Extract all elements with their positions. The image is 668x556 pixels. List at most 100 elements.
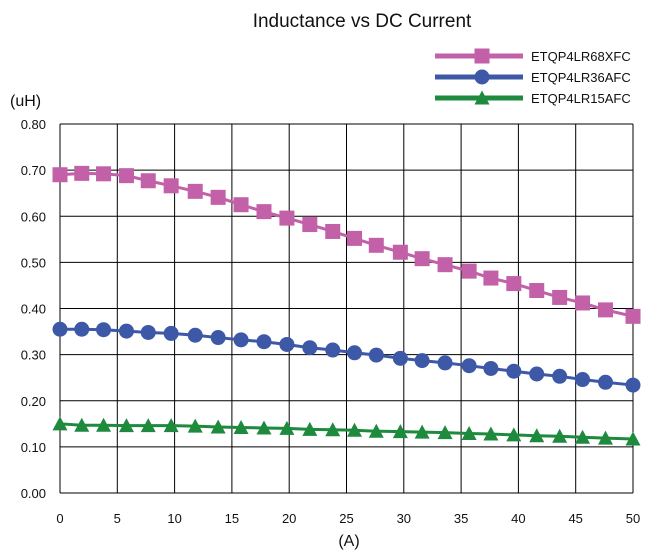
data-point bbox=[118, 323, 134, 339]
data-point bbox=[506, 363, 522, 379]
y-tick-label: 0.60 bbox=[21, 209, 46, 224]
data-point bbox=[74, 417, 90, 432]
x-tick-label: 5 bbox=[114, 511, 121, 526]
data-point bbox=[140, 173, 156, 189]
data-point bbox=[325, 223, 341, 239]
data-point bbox=[52, 167, 68, 183]
data-point bbox=[74, 321, 90, 337]
data-point bbox=[325, 342, 341, 358]
data-point bbox=[187, 327, 203, 343]
series-ETQP4LR36AFC bbox=[52, 321, 641, 393]
data-point bbox=[52, 321, 68, 337]
x-tick-label: 0 bbox=[56, 511, 63, 526]
x-axis-label: (A) bbox=[338, 533, 359, 550]
data-point bbox=[52, 416, 68, 431]
data-point bbox=[163, 418, 179, 433]
legend-label: ETQP4LR36AFC bbox=[531, 70, 631, 85]
data-point bbox=[210, 330, 226, 346]
data-point bbox=[461, 358, 477, 374]
data-point bbox=[233, 420, 249, 435]
data-point bbox=[210, 189, 226, 205]
x-tick-label: 30 bbox=[397, 511, 411, 526]
data-point bbox=[437, 425, 453, 440]
data-point bbox=[279, 210, 295, 226]
data-point bbox=[163, 325, 179, 341]
y-tick-label: 0.10 bbox=[21, 440, 46, 455]
data-point bbox=[96, 166, 112, 182]
data-point bbox=[483, 270, 499, 286]
x-tick-label: 25 bbox=[339, 511, 353, 526]
x-tick-label: 50 bbox=[626, 511, 640, 526]
y-tick-label: 0.80 bbox=[21, 117, 46, 132]
y-tick-label: 0.50 bbox=[21, 255, 46, 270]
data-point bbox=[368, 347, 384, 363]
data-point bbox=[575, 295, 591, 311]
legend-entry: ETQP4LR36AFC bbox=[435, 69, 631, 85]
data-point bbox=[529, 283, 545, 299]
x-tick-label: 10 bbox=[167, 511, 181, 526]
y-axis-label: (uH) bbox=[10, 93, 41, 110]
data-point bbox=[347, 345, 363, 361]
data-point bbox=[529, 366, 545, 382]
data-point bbox=[74, 165, 90, 181]
data-point bbox=[140, 418, 156, 433]
data-point bbox=[118, 168, 134, 184]
data-point bbox=[256, 204, 272, 220]
y-tick-label: 0.20 bbox=[21, 394, 46, 409]
data-point bbox=[414, 424, 430, 439]
chart-title: Inductance vs DC Current bbox=[253, 11, 472, 32]
x-tick-label: 35 bbox=[454, 511, 468, 526]
legend-marker bbox=[474, 90, 490, 105]
data-point bbox=[368, 423, 384, 438]
data-point bbox=[347, 230, 363, 246]
data-point bbox=[597, 302, 613, 318]
series-ETQP4LR68XFC bbox=[52, 165, 641, 324]
y-tick-label: 0.40 bbox=[21, 302, 46, 317]
data-point bbox=[483, 426, 499, 441]
data-point bbox=[597, 430, 613, 445]
data-point bbox=[187, 183, 203, 199]
data-point bbox=[347, 422, 363, 437]
data-point bbox=[552, 368, 568, 384]
data-point bbox=[233, 332, 249, 348]
data-point bbox=[140, 324, 156, 340]
data-point bbox=[302, 421, 318, 436]
data-point bbox=[187, 418, 203, 433]
legend-marker bbox=[474, 69, 490, 85]
data-point bbox=[529, 428, 545, 443]
data-point bbox=[506, 276, 522, 292]
y-tick-label: 0.30 bbox=[21, 348, 46, 363]
data-point bbox=[461, 425, 477, 440]
data-point bbox=[302, 217, 318, 233]
data-point bbox=[575, 429, 591, 444]
data-point bbox=[506, 427, 522, 442]
data-point bbox=[483, 360, 499, 376]
data-point bbox=[552, 289, 568, 305]
legend: ETQP4LR68XFC ETQP4LR36AFC ETQP4LR15AFC bbox=[435, 48, 631, 106]
data-point bbox=[368, 237, 384, 253]
data-point bbox=[325, 422, 341, 437]
data-point bbox=[233, 197, 249, 213]
y-tick-label: 0.00 bbox=[21, 486, 46, 501]
data-point bbox=[625, 431, 641, 446]
data-point bbox=[392, 424, 408, 439]
data-point bbox=[96, 417, 112, 432]
data-point bbox=[414, 251, 430, 267]
data-point bbox=[210, 419, 226, 434]
series-lines bbox=[52, 165, 641, 446]
data-point bbox=[625, 377, 641, 393]
legend-label: ETQP4LR15AFC bbox=[531, 91, 631, 106]
legend-label: ETQP4LR68XFC bbox=[531, 49, 631, 64]
data-point bbox=[256, 334, 272, 350]
data-point bbox=[552, 428, 568, 443]
data-point bbox=[575, 372, 591, 388]
data-point bbox=[256, 420, 272, 435]
data-point bbox=[118, 418, 134, 433]
data-point bbox=[96, 322, 112, 338]
legend-entry: ETQP4LR15AFC bbox=[435, 90, 631, 106]
data-point bbox=[279, 420, 295, 435]
data-point bbox=[414, 353, 430, 369]
data-point bbox=[302, 340, 318, 356]
data-point bbox=[625, 308, 641, 324]
